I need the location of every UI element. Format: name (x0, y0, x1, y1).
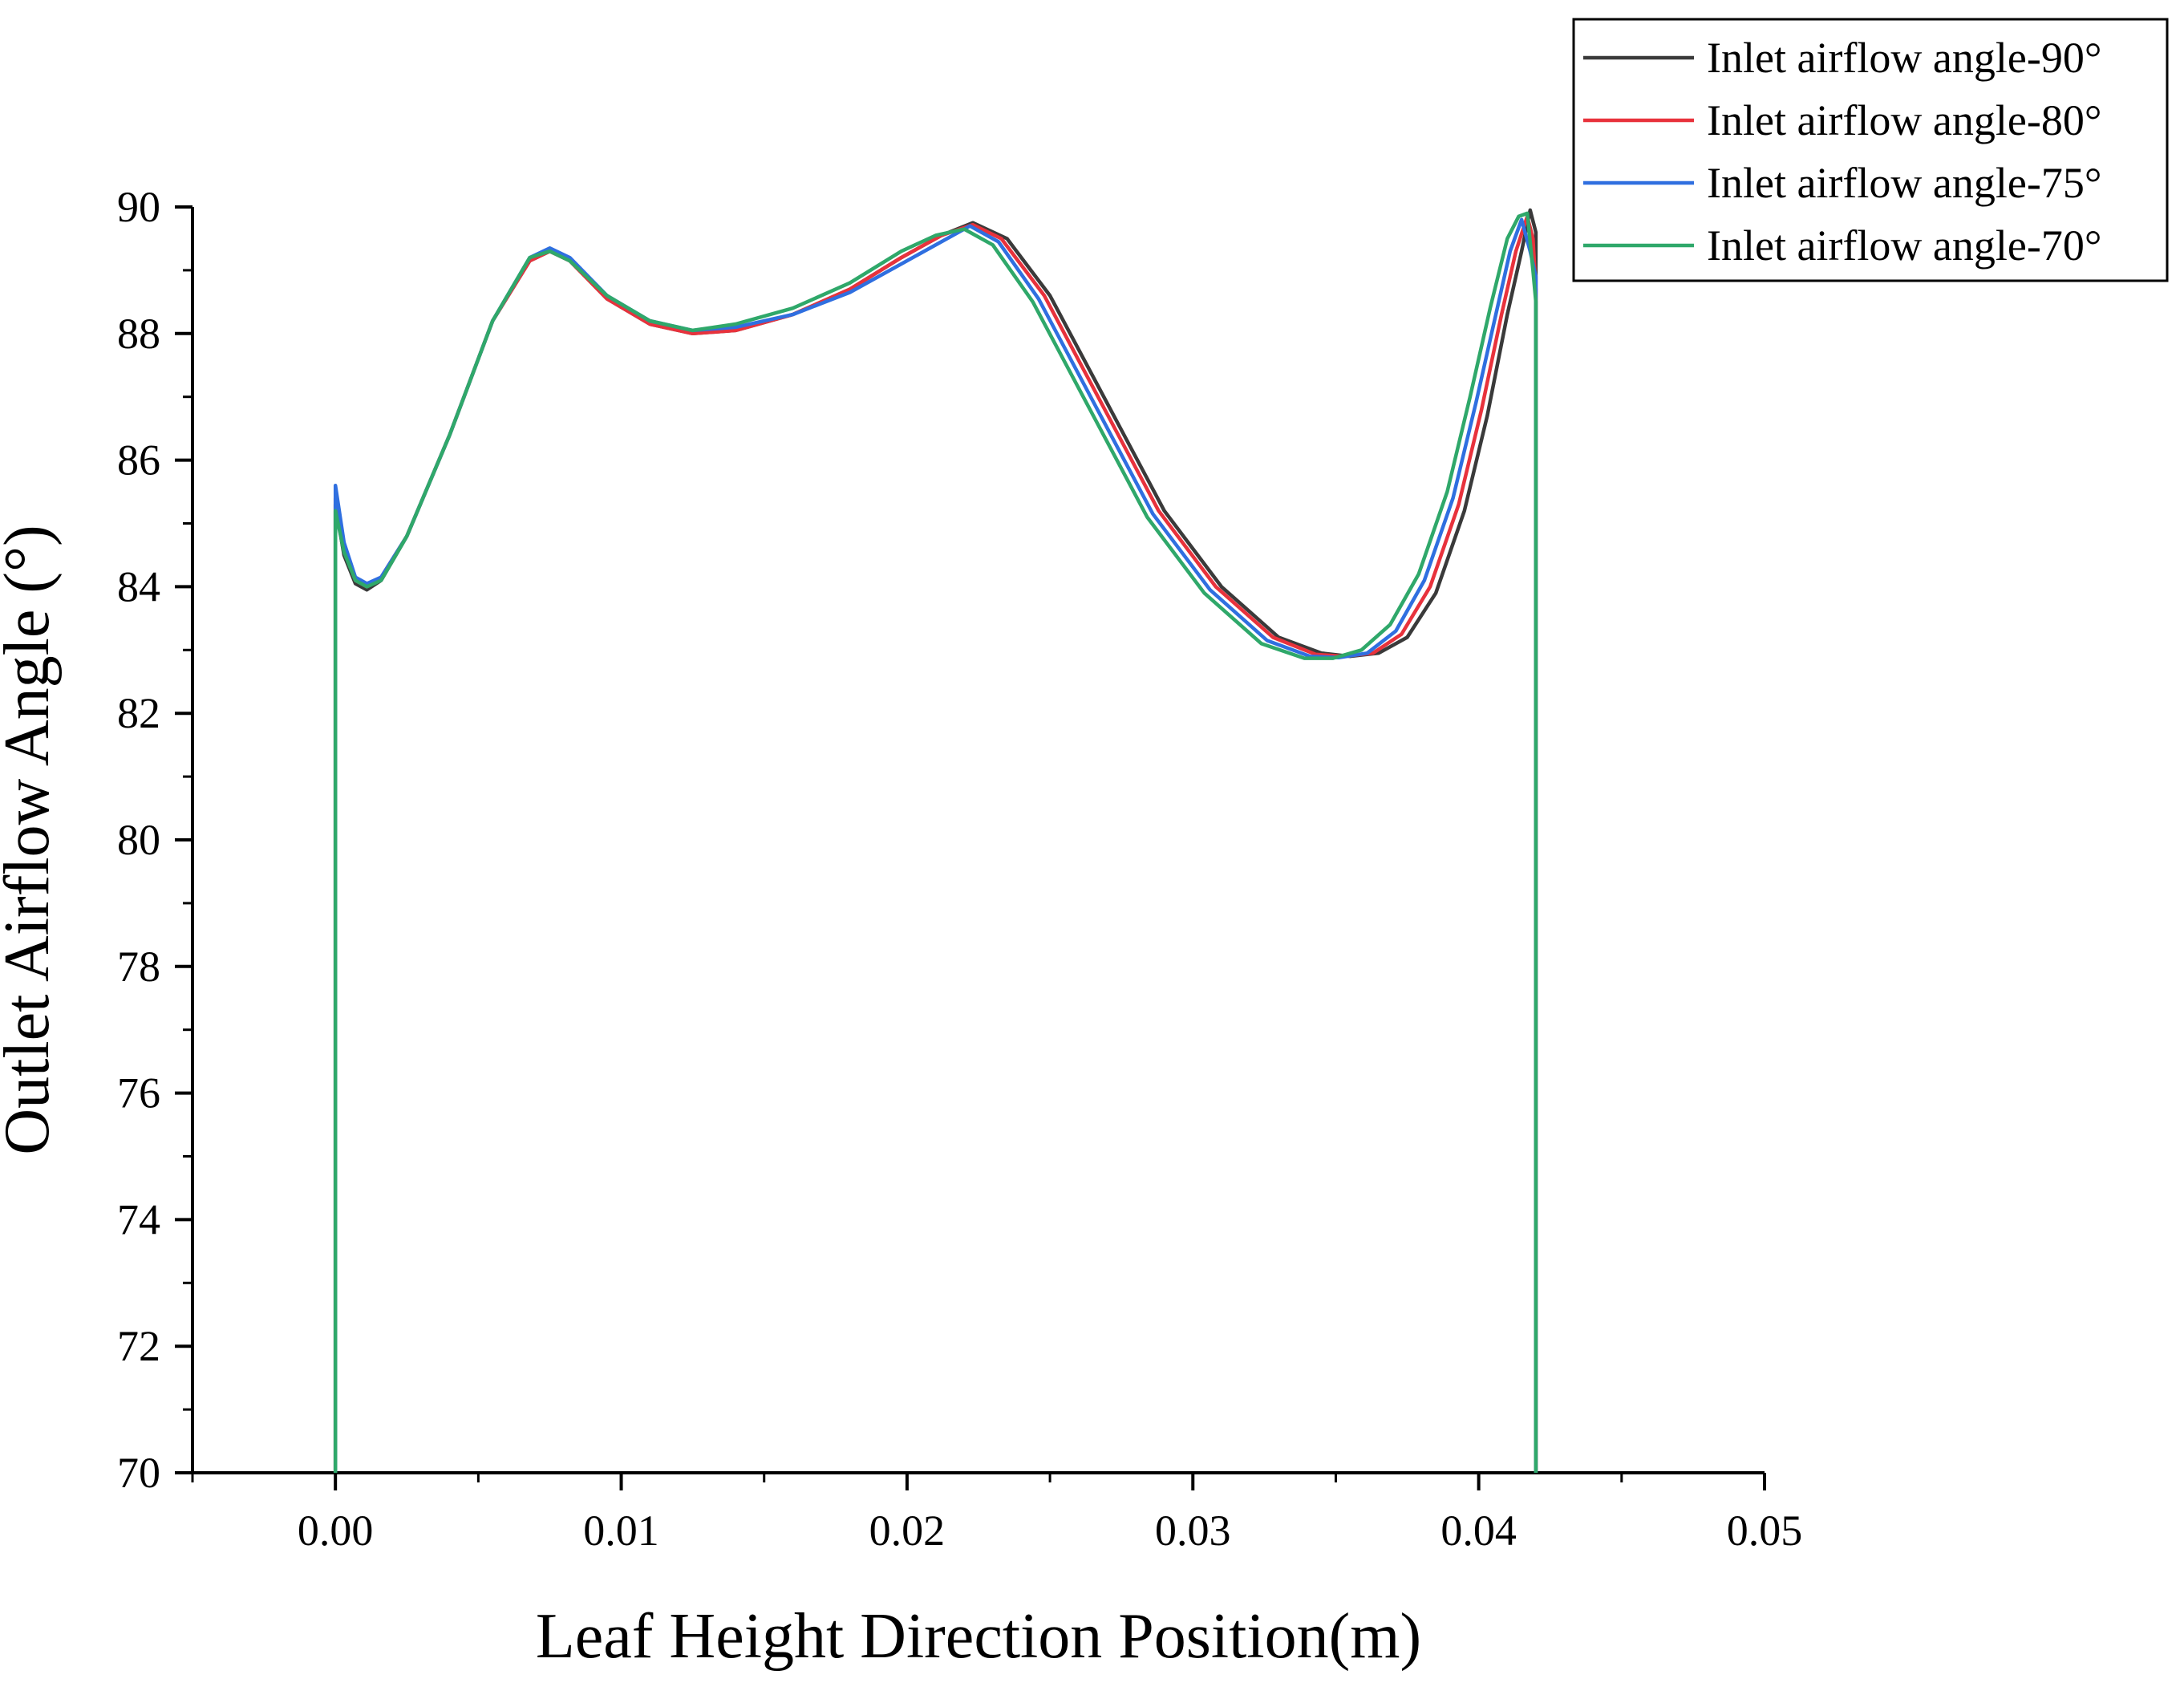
y-tick-label: 88 (117, 310, 160, 358)
x-tick-label: 0.02 (869, 1506, 946, 1555)
y-tick-label: 72 (117, 1322, 160, 1370)
y-tick-label: 70 (117, 1449, 160, 1497)
series-line-3 (333, 217, 1538, 1473)
legend: Inlet airflow angle-90° Inlet airflow ang… (1572, 18, 2169, 282)
legend-label-2: Inlet airflow angle-80° (1707, 96, 2101, 144)
series-line-2 (333, 214, 1538, 1473)
y-tick-label: 86 (117, 436, 160, 485)
y-tick-label: 76 (117, 1069, 160, 1117)
legend-label-1: Inlet airflow angle-90° (1707, 34, 2101, 82)
y-tick-label: 84 (117, 562, 160, 610)
x-tick-label: 0.00 (298, 1506, 374, 1555)
y-tick-label: 78 (117, 943, 160, 991)
series-group (333, 208, 1538, 1473)
y-tick-label: 74 (117, 1195, 160, 1243)
series-line-1 (333, 208, 1538, 1473)
x-tick-label: 0.05 (1727, 1506, 1803, 1555)
x-tick-label: 0.01 (583, 1506, 659, 1555)
y-tick-label: 82 (117, 689, 160, 737)
legend-label-3: Inlet airflow angle-75° (1707, 159, 2101, 207)
x-ticks: 0.00 0.01 0.02 0.03 0.04 0.05 (191, 1473, 1803, 1555)
y-tick-label: 80 (117, 816, 160, 864)
legend-box (1572, 18, 2169, 282)
x-axis-title: Leaf Height Direction Position(m) (536, 1601, 1421, 1672)
series-line-4 (333, 211, 1538, 1473)
x-tick-label: 0.03 (1155, 1506, 1231, 1555)
y-ticks: 70 72 74 76 78 80 82 84 86 88 90 (117, 183, 192, 1497)
legend-label-4: Inlet airflow angle-70° (1707, 221, 2101, 270)
axes (191, 207, 1765, 1474)
y-axis-title: Outlet Airflow Angle (°) (0, 525, 63, 1154)
x-tick-label: 0.04 (1440, 1506, 1517, 1555)
y-tick-label: 90 (117, 183, 160, 231)
